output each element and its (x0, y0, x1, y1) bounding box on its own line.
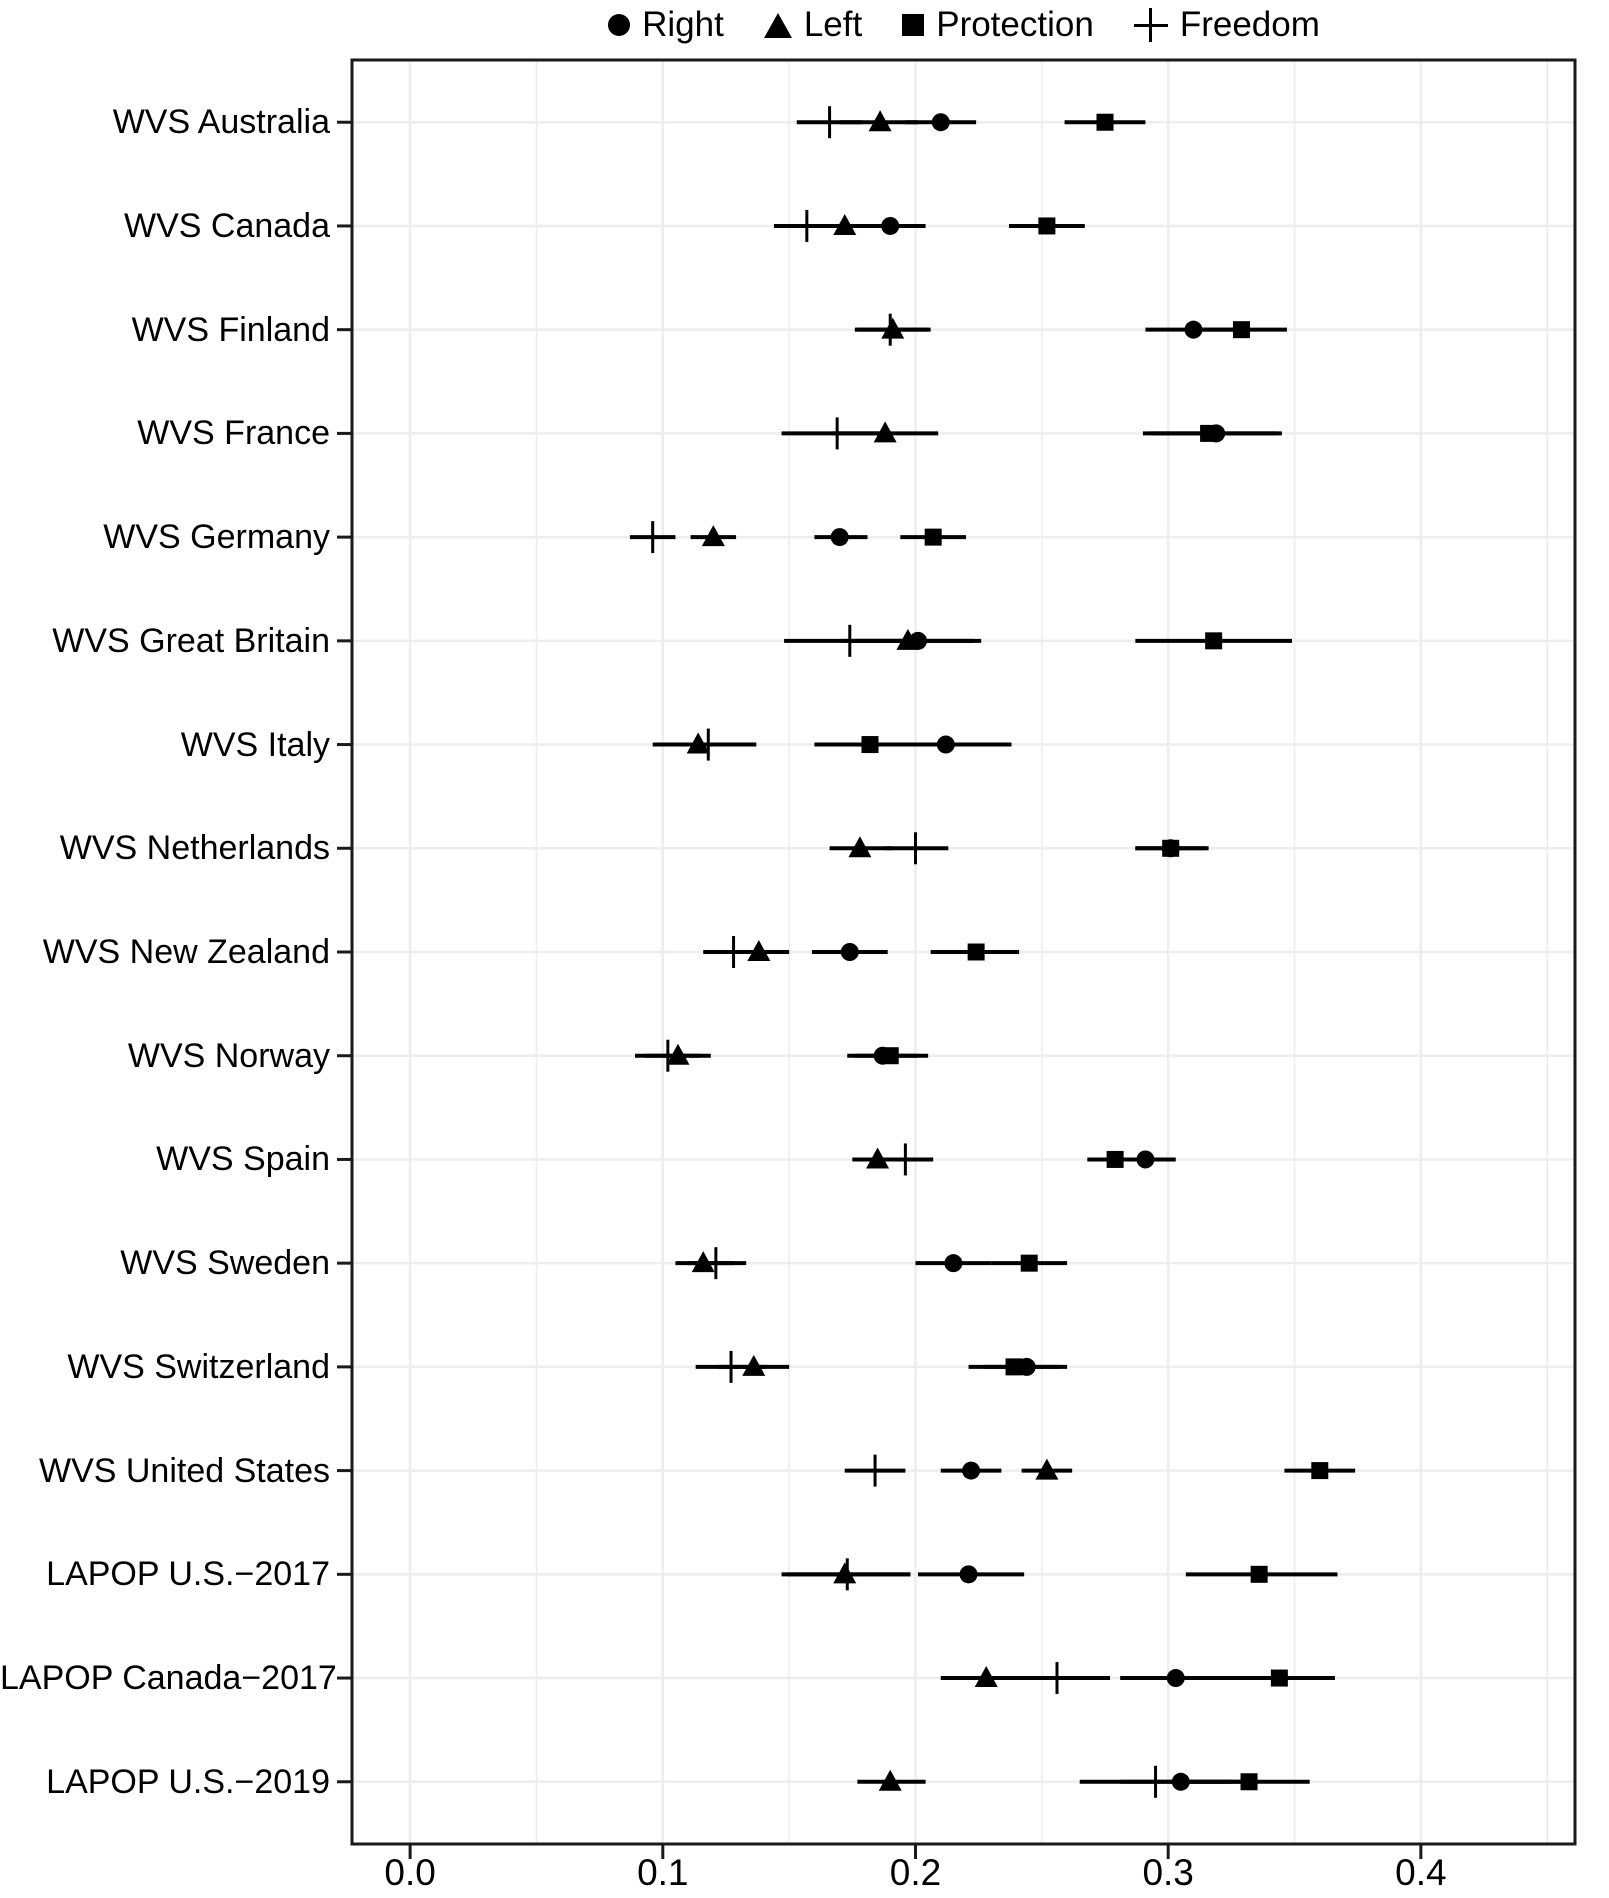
marker-square (1205, 632, 1223, 650)
marker-square (861, 736, 879, 754)
marker-circle (1171, 1772, 1190, 1791)
legend-item-protection: Protection (902, 0, 1094, 50)
marker-square (1250, 1565, 1268, 1583)
x-tick-label: 0.3 (1142, 1852, 1194, 1893)
row-label: WVS New Zealand (42, 933, 330, 971)
marker-circle (840, 943, 859, 961)
marker-square (1005, 1358, 1023, 1376)
marker-circle (962, 1461, 981, 1480)
marker-circle (1184, 320, 1203, 339)
row-label: WVS Norway (127, 1036, 330, 1075)
marker-square (1096, 113, 1114, 131)
marker-circle (1136, 1150, 1155, 1169)
marker-circle (931, 113, 950, 132)
marker-circle (936, 735, 955, 754)
marker-triangle (742, 1354, 766, 1376)
marker-circle (1207, 424, 1226, 443)
plus-icon (1133, 8, 1168, 42)
marker-circle (944, 1254, 963, 1273)
row-label: WVS United States (38, 1451, 330, 1490)
marker-square (967, 943, 985, 961)
marker-square (1020, 1254, 1038, 1272)
marker-square (1038, 217, 1056, 235)
x-tick-label: 0.2 (889, 1852, 942, 1893)
marker-triangle (866, 1147, 890, 1169)
square-icon (902, 14, 925, 36)
marker-triangle (974, 1666, 998, 1688)
row-label: WVS France (137, 414, 330, 453)
legend-item-right: Right (608, 0, 724, 50)
marker-square (1162, 839, 1180, 857)
row-label: LAPOP Canada−2017 (0, 1659, 337, 1698)
row-label: LAPOP U.S.−2019 (46, 1762, 330, 1801)
marker-circle (881, 216, 900, 235)
marker-square (924, 528, 942, 546)
chart-legend: Right Left Protection Freedom (352, 0, 1576, 50)
row-label: WVS Switzerland (67, 1347, 330, 1386)
marker-triangle (701, 525, 725, 547)
row-label: LAPOP U.S.−2017 (46, 1555, 330, 1594)
circle-icon (608, 14, 631, 36)
marker-triangle (868, 110, 892, 132)
marker-square (1311, 1462, 1329, 1480)
row-label: WVS Australia (112, 103, 330, 142)
legend-label-right: Right (642, 5, 724, 44)
row-label: WVS Germany (103, 518, 330, 557)
legend-item-left: Left (763, 0, 863, 50)
marker-triangle (833, 213, 857, 235)
marker-circle (959, 1565, 978, 1584)
row-label: WVS Italy (180, 725, 330, 764)
marker-square (1240, 1773, 1258, 1791)
marker-triangle (747, 940, 771, 961)
row-label: WVS Spain (156, 1140, 330, 1179)
marker-triangle (873, 421, 897, 443)
marker-circle (909, 631, 928, 650)
marker-circle (830, 528, 849, 547)
row-label: WVS Sweden (120, 1244, 330, 1283)
marker-triangle (881, 317, 905, 339)
row-label: WVS Netherlands (59, 829, 330, 868)
legend-label-freedom: Freedom (1179, 5, 1320, 44)
marker-square (1106, 1150, 1124, 1168)
triangle-icon (763, 12, 792, 38)
marker-triangle (1035, 1458, 1059, 1480)
x-tick-label: 0.0 (384, 1852, 436, 1893)
marker-circle (1017, 1357, 1036, 1376)
row-label: WVS Finland (131, 310, 330, 349)
marker-square (1270, 1669, 1288, 1687)
marker-triangle (878, 1769, 902, 1791)
row-label: WVS Great Britain (52, 621, 330, 660)
x-tick-label: 0.1 (637, 1852, 689, 1893)
marker-square (1232, 321, 1250, 339)
marker-triangle (666, 1043, 690, 1065)
legend-label-protection: Protection (936, 5, 1094, 44)
marker-circle (1166, 1669, 1185, 1688)
legend-item-freedom: Freedom (1133, 0, 1320, 50)
row-label: WVS Canada (124, 206, 330, 245)
x-tick-label: 0.4 (1395, 1852, 1447, 1893)
marker-square (881, 1047, 899, 1065)
marker-triangle (848, 836, 872, 858)
legend-label-left: Left (803, 5, 863, 44)
